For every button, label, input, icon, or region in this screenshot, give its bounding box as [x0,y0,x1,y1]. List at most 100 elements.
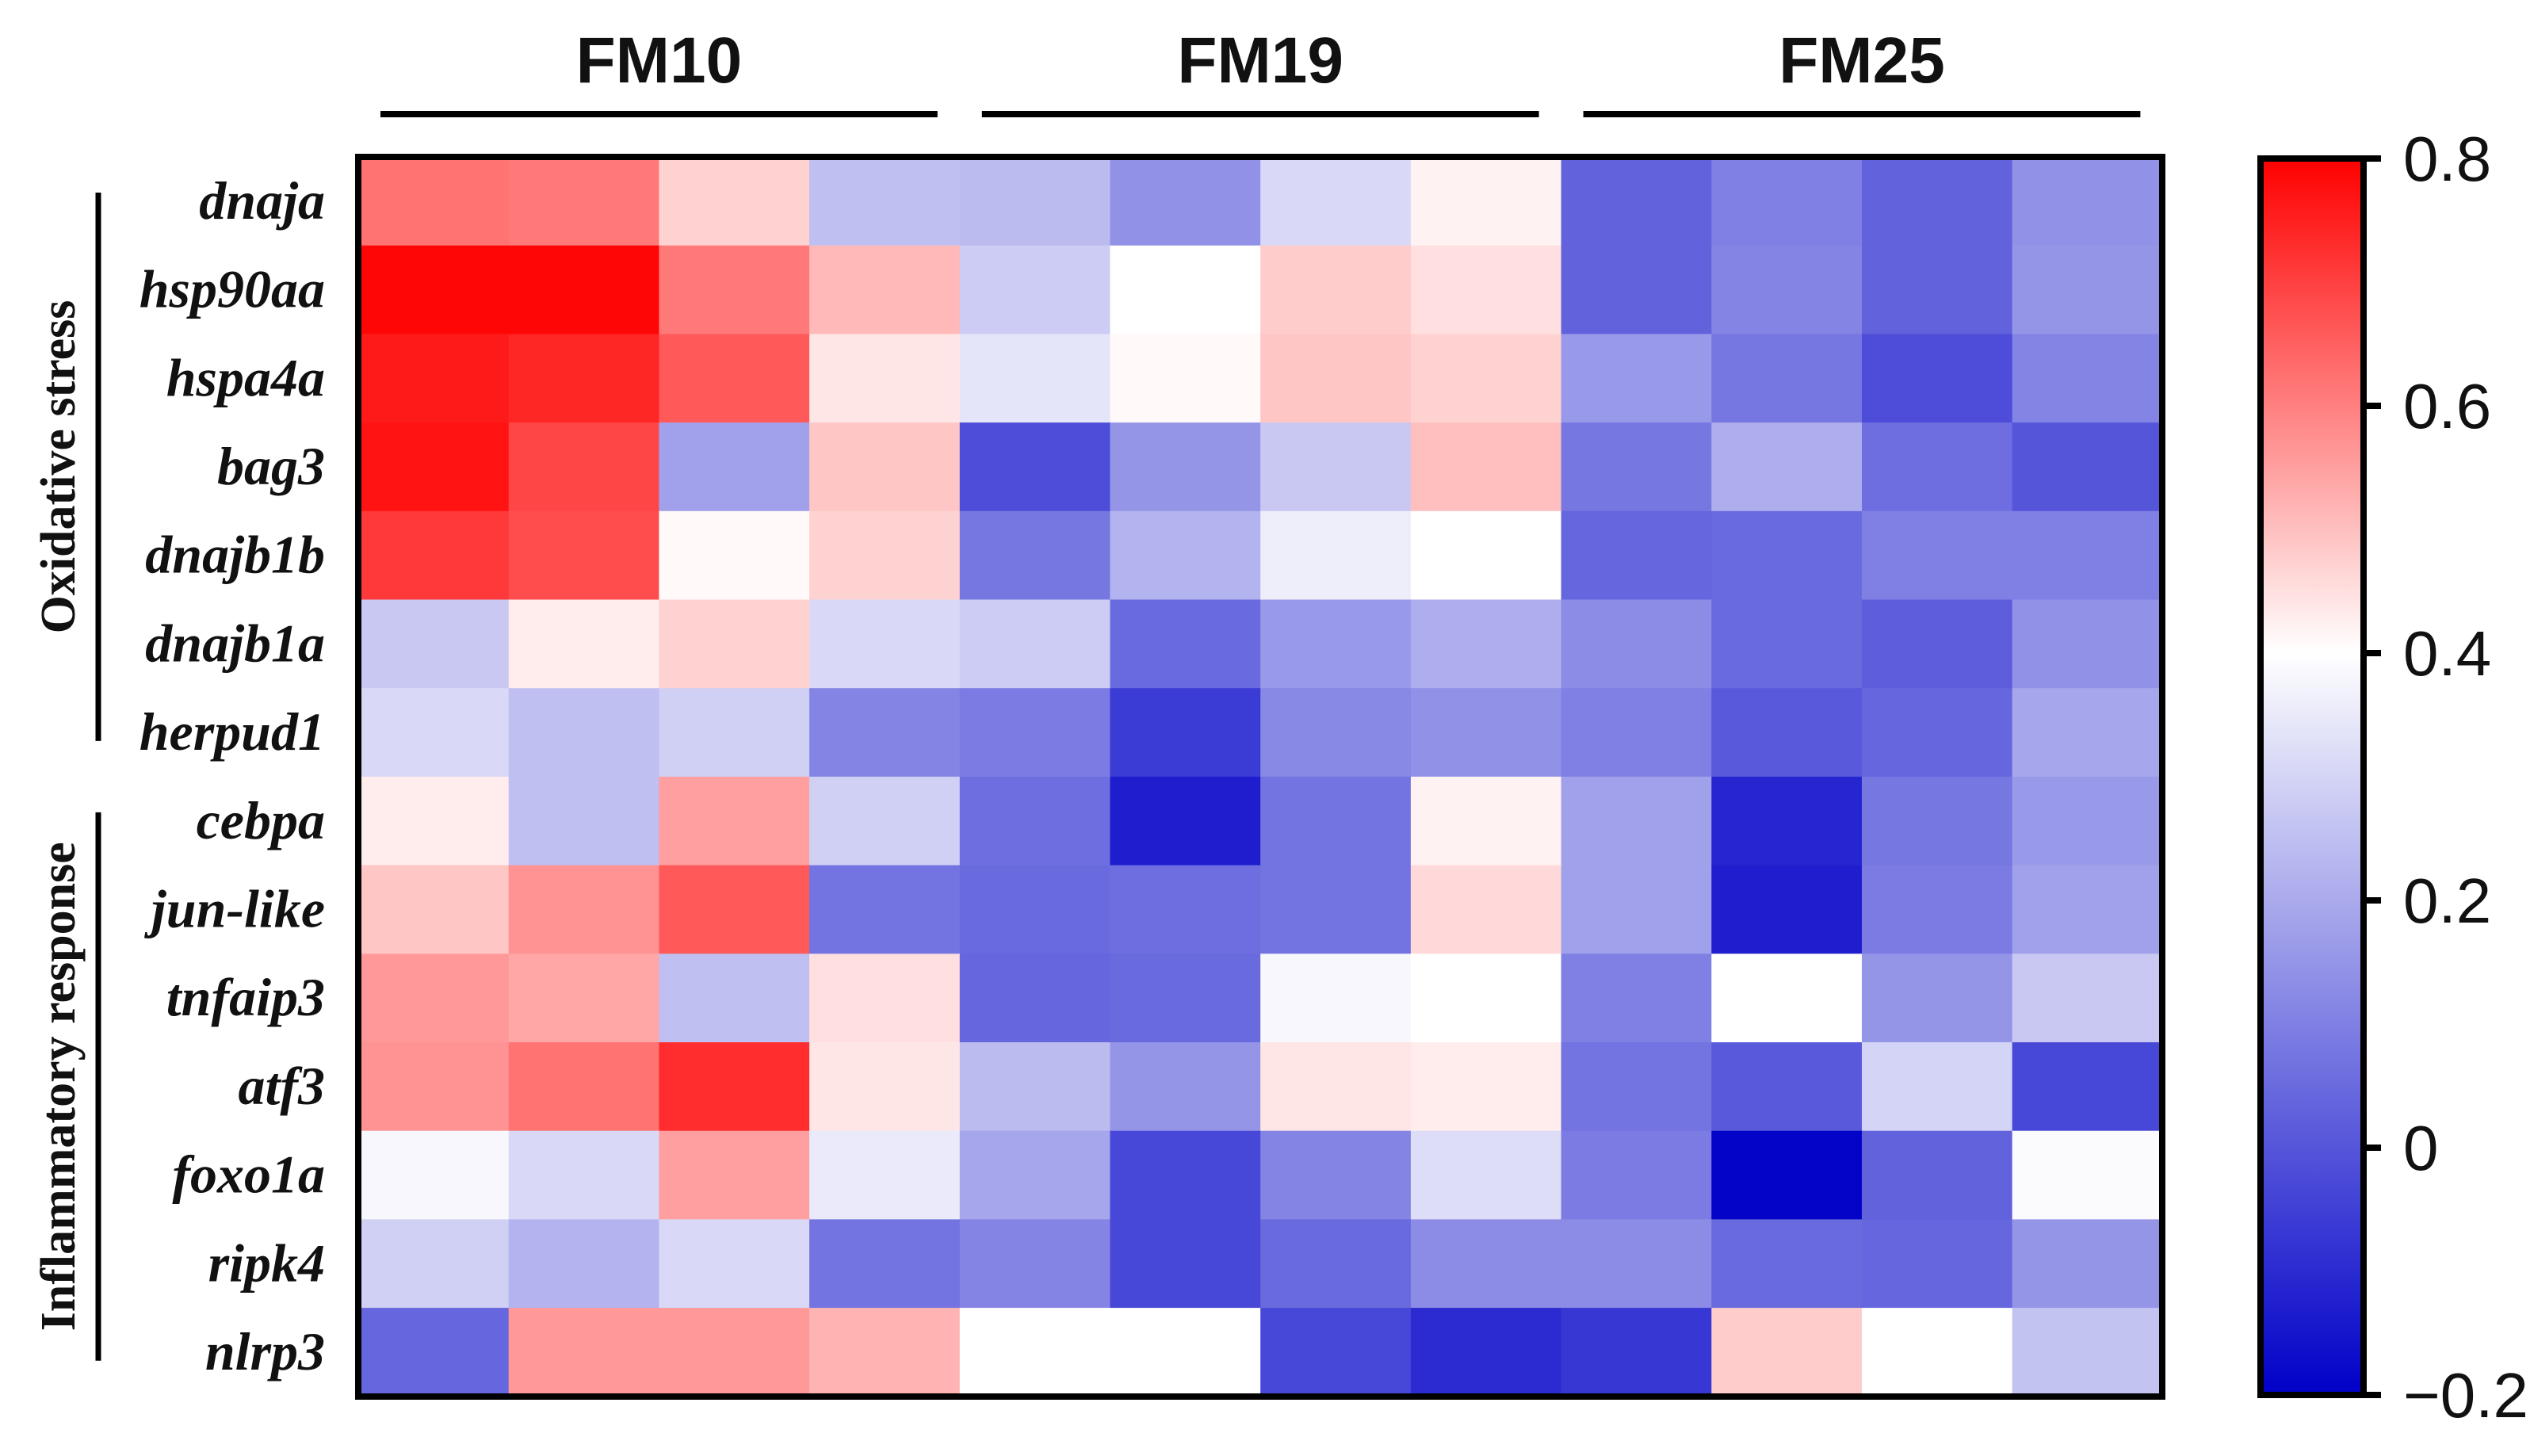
heatmap-cell-foxo1a-6 [1110,1130,1261,1220]
gene-label-jun-like: jun-like [144,879,325,939]
heatmap-cell-atf3-12 [2012,1042,2163,1132]
heatmap-cell-dnajb1b-7 [1260,510,1412,601]
colorbar-tick-label: 0.6 [2403,371,2491,441]
heatmap-cell-foxo1a-9 [1561,1130,1712,1220]
heatmap-cell-tnfaip3-7 [1260,953,1412,1043]
heatmap-cell-dnajb1a-5 [959,599,1111,689]
heatmap-cell-jun-like-7 [1260,865,1412,954]
heatmap-cell-bag3-1 [358,422,510,512]
heatmap-cell-foxo1a-2 [508,1130,659,1220]
heatmap-cell-bag3-9 [1561,422,1712,512]
heatmap-cell-foxo1a-1 [358,1130,510,1220]
gene-label-hsp90aa: hsp90aa [139,259,325,319]
heatmap-cell-nlrp3-4 [809,1308,961,1397]
heatmap-cell-jun-like-4 [809,865,961,954]
column-group-headers: FM10 FM19 FM25 [380,25,2141,117]
heatmap-cell-ripk4-8 [1410,1219,1562,1309]
gene-label-dnaja: dnaja [199,170,325,231]
heatmap-cell-dnaja-7 [1260,157,1412,246]
heatmap-cell-bag3-4 [809,422,961,512]
heatmap-cell-dnajb1a-1 [358,599,510,689]
column-group-label-fm10: FM10 [576,25,743,97]
heatmap-cell-atf3-1 [358,1042,510,1132]
heatmap-cell-hspa4a-4 [809,334,961,423]
heatmap-cell-cebpa-6 [1110,776,1261,866]
heatmap-cell-foxo1a-10 [1711,1130,1863,1220]
heatmap-cell-hspa4a-9 [1561,334,1712,423]
heatmap-cell-foxo1a-5 [959,1130,1111,1220]
heatmap-cell-dnajb1b-2 [508,510,659,601]
heatmap-cell-cebpa-11 [1862,776,2013,866]
gene-label-herpud1: herpud1 [139,701,325,762]
heatmap-cell-dnajb1a-4 [809,599,961,689]
heatmap-cell-bag3-8 [1410,422,1562,512]
heatmap-cell-tnfaip3-10 [1711,953,1863,1043]
heatmap-cell-tnfaip3-11 [1862,953,2013,1043]
heatmap-cell-foxo1a-8 [1410,1130,1562,1220]
gene-label-foxo1a: foxo1a [172,1145,325,1205]
heatmap-cell-dnaja-5 [959,157,1111,246]
heatmap-cell-hspa4a-10 [1711,334,1863,423]
heatmap-cell-nlrp3-9 [1561,1308,1712,1397]
heatmap-cell-dnaja-11 [1862,157,2013,246]
heatmap-cell-hspa4a-8 [1410,334,1562,423]
column-group-label-fm25: FM25 [1779,25,1945,97]
heatmap-cell-herpud1-1 [358,688,510,778]
colorbar-tick-label: 0 [2403,1113,2439,1183]
heatmap-cells [358,157,2163,1397]
heatmap-cell-cebpa-7 [1260,776,1412,866]
heatmap-cell-dnaja-9 [1561,157,1712,246]
colorbar-ticks: 0.8 0.6 0.4 0.2 0 −0.2 [2360,124,2528,1431]
heatmap-cell-dnajb1b-4 [809,510,961,601]
gene-label-atf3: atf3 [238,1056,325,1116]
heatmap-cell-herpud1-3 [659,688,810,778]
row-category-label-inflammatory-response: Inflammatory response [32,842,86,1331]
heatmap-cell-ripk4-5 [959,1219,1111,1309]
heatmap-cell-dnajb1a-9 [1561,599,1712,689]
heatmap-cell-dnaja-2 [508,157,659,246]
heatmap-cell-ripk4-1 [358,1219,510,1309]
row-category-label-oxidative-stress: Oxidative stress [32,300,86,634]
heatmap-cell-ripk4-7 [1260,1219,1412,1309]
heatmap-cell-foxo1a-3 [659,1130,810,1220]
heatmap-cell-bag3-6 [1110,422,1261,512]
heatmap-cell-herpud1-6 [1110,688,1261,778]
heatmap-cell-atf3-4 [809,1042,961,1132]
heatmap-cell-bag3-7 [1260,422,1412,512]
heatmap-cell-tnfaip3-6 [1110,953,1261,1043]
heatmap-cell-jun-like-10 [1711,865,1863,954]
heatmap-cell-atf3-10 [1711,1042,1863,1132]
colorbar-tick-label: 0.4 [2403,618,2491,689]
colorbar [2257,155,2367,1398]
heatmap-cell-herpud1-12 [2012,688,2163,778]
heatmap-cell-ripk4-12 [2012,1219,2163,1309]
heatmap-cell-dnajb1a-12 [2012,599,2163,689]
heatmap-cell-atf3-9 [1561,1042,1712,1132]
heatmap-cell-nlrp3-8 [1410,1308,1562,1397]
heatmap-cell-dnaja-12 [2012,157,2163,246]
heatmap-cell-cebpa-1 [358,776,510,866]
heatmap-cell-foxo1a-12 [2012,1130,2163,1220]
heatmap-cell-foxo1a-11 [1862,1130,2013,1220]
heatmap-cell-cebpa-3 [659,776,810,866]
heatmap-cell-hspa4a-1 [358,334,510,423]
heatmap-cell-hsp90aa-7 [1260,245,1412,334]
heatmap-cell-ripk4-10 [1711,1219,1863,1309]
heatmap-border [355,154,2165,1400]
colorbar-tick-label: 0.2 [2403,866,2491,936]
heatmap-cell-dnaja-3 [659,157,810,246]
heatmap-cell-bag3-10 [1711,422,1863,512]
heatmap-cell-dnajb1a-8 [1410,599,1562,689]
heatmap-cell-jun-like-9 [1561,865,1712,954]
heatmap-cell-hsp90aa-11 [1862,245,2013,334]
heatmap-cell-jun-like-3 [659,865,810,954]
gene-label-nlrp3: nlrp3 [205,1321,325,1381]
heatmap-cell-dnaja-1 [358,157,510,246]
colorbar-tick-label: −0.2 [2403,1360,2528,1431]
heatmap-cell-dnaja-10 [1711,157,1863,246]
heatmap-cell-atf3-11 [1862,1042,2013,1132]
heatmap-cell-atf3-2 [508,1042,659,1132]
heatmap-cell-bag3-5 [959,422,1111,512]
heatmap-cell-ripk4-2 [508,1219,659,1309]
heatmap-cell-ripk4-11 [1862,1219,2013,1309]
